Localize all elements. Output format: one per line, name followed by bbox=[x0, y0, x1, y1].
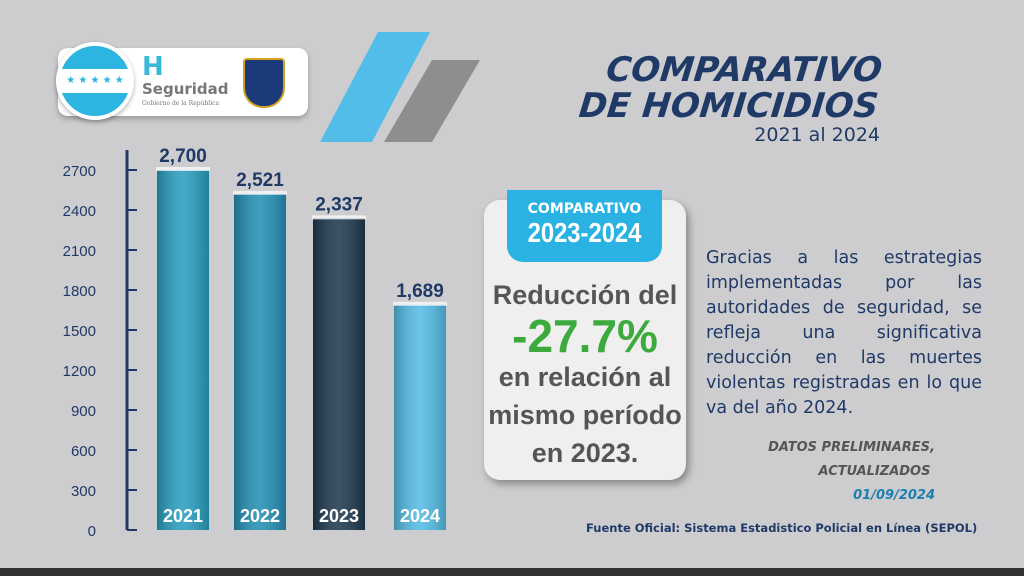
bar-cap bbox=[393, 301, 447, 306]
data-note-line2: ACTUALIZADOS bbox=[818, 464, 931, 479]
h-logo: H bbox=[142, 52, 164, 82]
data-label: 2,521 bbox=[236, 170, 284, 191]
y-tick-label: 2100 bbox=[63, 243, 96, 260]
police-badge-icon bbox=[243, 58, 285, 108]
y-tick-label: 1500 bbox=[63, 323, 96, 340]
y-tick-label: 2700 bbox=[63, 163, 96, 180]
reduction-percent: -27.7% bbox=[512, 310, 658, 362]
source-note: Fuente Oficial: Sistema Estadistico Poli… bbox=[586, 521, 978, 535]
stripe-gray bbox=[384, 60, 480, 142]
bar-shade bbox=[157, 170, 209, 530]
stripe-cyan bbox=[320, 32, 430, 142]
data-label: 2,700 bbox=[159, 146, 207, 167]
y-tick-label: 1200 bbox=[63, 363, 96, 380]
y-tick-label: 2400 bbox=[63, 203, 96, 220]
logo-name: Seguridad bbox=[142, 80, 229, 98]
bar-shade bbox=[394, 304, 446, 530]
y-tick-label: 900 bbox=[71, 403, 96, 420]
honduras-flag-icon: ★ ★ ★ ★ ★ bbox=[56, 42, 134, 120]
x-tick-label: 2021 bbox=[163, 506, 203, 526]
x-tick-label: 2022 bbox=[240, 506, 280, 526]
bar-cap bbox=[156, 167, 210, 171]
y-tick-label: 300 bbox=[71, 483, 96, 500]
bar-chart: 0 300 600 900 1200 1500 1800 2100 2400 2700 2,700 2… bbox=[63, 146, 447, 540]
card-line1: Reducción del bbox=[492, 280, 678, 310]
data-label: 2,337 bbox=[315, 194, 363, 215]
data-note-line1: DATOS PRELIMINARES, bbox=[768, 440, 935, 455]
card-line2: en relación al bbox=[498, 362, 672, 392]
card-tab: COMPARATIVO 2023-2024 bbox=[507, 190, 662, 262]
bar-cap bbox=[312, 215, 366, 220]
bar-cap bbox=[233, 190, 287, 195]
description: Gracias a las estrategias implementadas … bbox=[706, 248, 982, 418]
bottom-bar bbox=[0, 568, 1024, 576]
x-tick-label: 2024 bbox=[400, 506, 440, 526]
flag-stars: ★ ★ ★ ★ ★ bbox=[66, 75, 124, 86]
data-note: DATOS PRELIMINARES, ACTUALIZADOS 01/09/2… bbox=[735, 436, 935, 508]
x-tick-label: 2023 bbox=[319, 506, 359, 526]
bar-shade bbox=[234, 193, 286, 530]
card-tab-label: COMPARATIVO bbox=[527, 201, 642, 217]
bar-shade bbox=[313, 218, 365, 530]
data-label: 1,689 bbox=[396, 281, 444, 302]
logo-subtitle: Gobierno de la República bbox=[142, 100, 220, 107]
card-text: Reducción del -27.7% en relación al mism… bbox=[484, 276, 686, 472]
y-tick-label: 600 bbox=[71, 443, 96, 460]
card-line4: en 2023. bbox=[531, 438, 639, 468]
y-tick-label: 0 bbox=[88, 523, 96, 540]
card-tab-years: 2023-2024 bbox=[527, 217, 642, 248]
decorative-stripes bbox=[320, 32, 480, 142]
update-date: 01/09/2024 bbox=[853, 488, 935, 503]
page-title: COMPARATIVO DE HOMICIDIOS bbox=[577, 50, 884, 126]
y-tick-label: 1800 bbox=[63, 283, 96, 300]
page-subtitle: 2021 al 2024 bbox=[754, 124, 880, 146]
card-line3: mismo período bbox=[488, 400, 682, 430]
